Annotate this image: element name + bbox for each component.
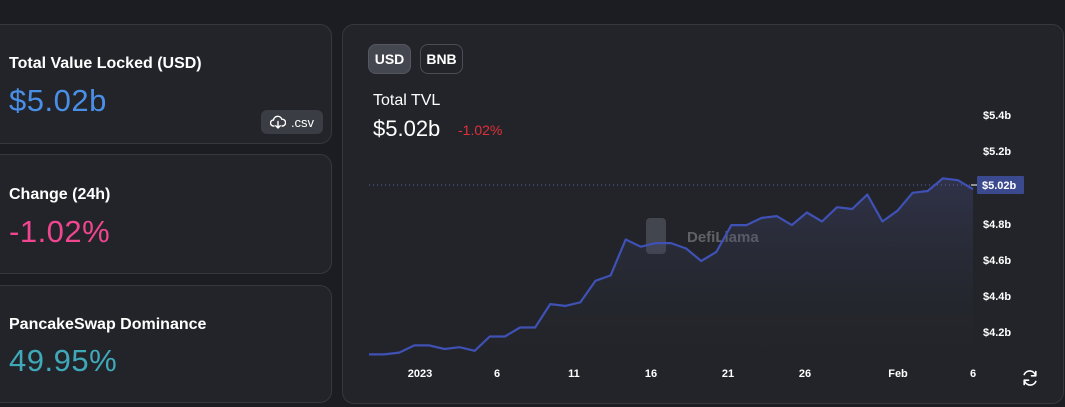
y-axis: $4.2b $4.4b $4.6b $4.8b $5.2b $5.4b <box>983 110 1011 339</box>
x-tick-label: 21 <box>722 368 734 380</box>
tvl-chart: DefiLlama $4.2b$4.4b$4.6b$4.8b$5.2b$5.4b… <box>369 110 1024 380</box>
change-card: Change (24h) -1.02% <box>0 154 332 274</box>
tvl-value: $5.02b <box>9 83 107 118</box>
x-tick-label: 11 <box>568 368 580 380</box>
tvl-card: Total Value Locked (USD) $5.02b .csv <box>0 24 332 144</box>
x-tick-label: Feb <box>888 368 908 380</box>
tvl-chart-card: DefiLlama $4.2b $4.4b $4.6b $4.8b $5.2b $5.4b… <box>342 24 1064 404</box>
y-tick-label: $4.2b <box>983 327 1011 339</box>
chart-value: $5.02b <box>373 116 441 141</box>
x-axis: 2023 6 11 16 21 26 Feb 6 <box>408 368 976 380</box>
refresh-icon[interactable] <box>1020 369 1040 387</box>
csv-label: .csv <box>290 114 315 130</box>
x-tick-label: 2023 <box>408 368 432 380</box>
download-cloud-icon <box>269 115 286 129</box>
change-label: Change (24h) <box>9 186 111 203</box>
chart-title: Total TVL <box>373 92 441 109</box>
chart-change: -1.02% <box>458 122 503 138</box>
x-tick-label: 6 <box>970 368 976 380</box>
download-csv-button[interactable]: .csv <box>261 110 323 134</box>
y-tick-label: $4.4b <box>983 291 1011 303</box>
dominance-value: 49.95% <box>9 343 118 378</box>
y-tick-label: $4.8b <box>983 219 1011 231</box>
current-value-marker: $5.02b <box>971 176 1024 194</box>
bnb-toggle[interactable]: BNB <box>420 44 463 74</box>
y-tick-label: $5.2b <box>983 146 1011 158</box>
x-tick-label: 6 <box>494 368 500 380</box>
tvl-area-fill <box>369 178 973 358</box>
y-tick-label: $4.6b <box>983 255 1011 267</box>
y-tick-label: $5.4b <box>983 110 1011 122</box>
usd-toggle[interactable]: USD <box>368 44 411 74</box>
x-tick-label: 16 <box>645 368 657 380</box>
dominance-card: PancakeSwap Dominance 49.95% <box>0 285 332 403</box>
tvl-line <box>369 177 974 356</box>
dominance-label: PancakeSwap Dominance <box>9 316 207 333</box>
tvl-label: Total Value Locked (USD) <box>9 55 202 72</box>
change-value: -1.02% <box>9 214 111 249</box>
x-tick-label: 26 <box>799 368 811 380</box>
current-value-label: $5.02b <box>982 180 1017 192</box>
